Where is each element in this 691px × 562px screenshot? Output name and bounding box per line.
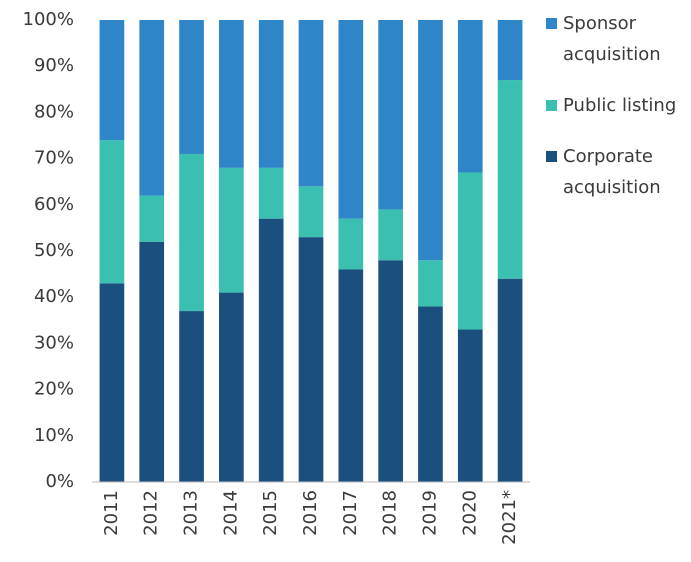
y-tick-label: 50%: [34, 240, 74, 261]
legend-label: Sponsor acquisition: [563, 13, 661, 65]
bar-segment: [338, 20, 364, 219]
bar-segment: [219, 167, 244, 293]
legend-swatch: [546, 100, 557, 111]
y-tick-label: 0%: [45, 471, 74, 492]
bar-segment: [258, 218, 284, 482]
y-tick-label: 100%: [23, 9, 74, 30]
x-tick-label: 2012: [141, 490, 162, 536]
bar-segment: [139, 241, 165, 482]
bar-segment: [418, 20, 443, 261]
bar-segment: [298, 20, 324, 187]
x-tick-label: 2015: [260, 490, 281, 536]
legend-swatch: [546, 18, 557, 29]
x-tick-label: 2019: [419, 490, 440, 536]
bar-segment: [258, 20, 284, 168]
bar-segment: [258, 167, 284, 219]
bar-segment: [497, 80, 523, 279]
bar-segment: [378, 20, 403, 210]
bar-segment: [99, 20, 125, 141]
bar-segment: [99, 140, 125, 284]
x-tick-label: 2017: [340, 490, 361, 536]
y-tick-label: 80%: [34, 101, 74, 122]
bar-segment: [418, 260, 443, 307]
bar-segment: [179, 20, 204, 154]
x-tick-label: 2020: [459, 490, 480, 536]
legend-item: Public listing: [546, 90, 686, 121]
legend-swatch: [546, 151, 557, 162]
legend-label: Public listing: [563, 95, 677, 116]
bar-segment: [418, 306, 443, 482]
legend-item: Corporate acquisition: [546, 141, 686, 203]
legend: Sponsor acquisition Public listing Corpora…: [546, 8, 686, 223]
x-tick-label: 2014: [220, 490, 241, 536]
y-tick-label: 10%: [34, 425, 74, 446]
bar-segment: [139, 195, 165, 242]
x-tick-label: 2016: [300, 490, 321, 536]
x-tick-label: 2011: [101, 490, 122, 536]
y-tick-label: 90%: [34, 55, 74, 76]
bar-segment: [378, 209, 403, 261]
bar-segment: [457, 172, 483, 330]
y-tick-label: 40%: [34, 286, 74, 307]
legend-label: Corporate acquisition: [563, 146, 661, 198]
bar-segment: [457, 329, 483, 482]
y-tick-label: 60%: [34, 194, 74, 215]
bar-segment: [298, 237, 324, 482]
bar-segment: [139, 20, 165, 196]
y-tick-label: 70%: [34, 148, 74, 169]
y-tick-label: 30%: [34, 332, 74, 353]
bar-segment: [219, 20, 244, 168]
bar-segment: [338, 269, 364, 482]
x-tick-label: 2018: [380, 490, 401, 536]
x-tick-label: 2021*: [499, 490, 520, 545]
y-tick-label: 20%: [34, 379, 74, 400]
x-tick-label: 2013: [181, 490, 202, 536]
bar-segment: [179, 311, 204, 482]
bar-segment: [179, 153, 204, 312]
legend-item: Sponsor acquisition: [546, 8, 686, 70]
bar-segment: [497, 278, 523, 482]
bar-segment: [338, 218, 364, 270]
bar-segment: [378, 260, 403, 482]
bar-segment: [497, 20, 523, 81]
bar-segment: [298, 186, 324, 238]
bar-segment: [99, 283, 125, 482]
bar-segment: [457, 20, 483, 173]
bar-segment: [219, 292, 244, 482]
